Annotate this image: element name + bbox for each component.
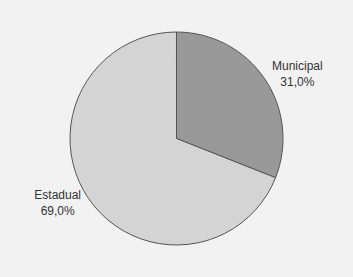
svg-text:Estadual69,0%: Estadual69,0% (34, 188, 81, 218)
svg-text:Municipal31,0%: Municipal31,0% (272, 59, 323, 89)
